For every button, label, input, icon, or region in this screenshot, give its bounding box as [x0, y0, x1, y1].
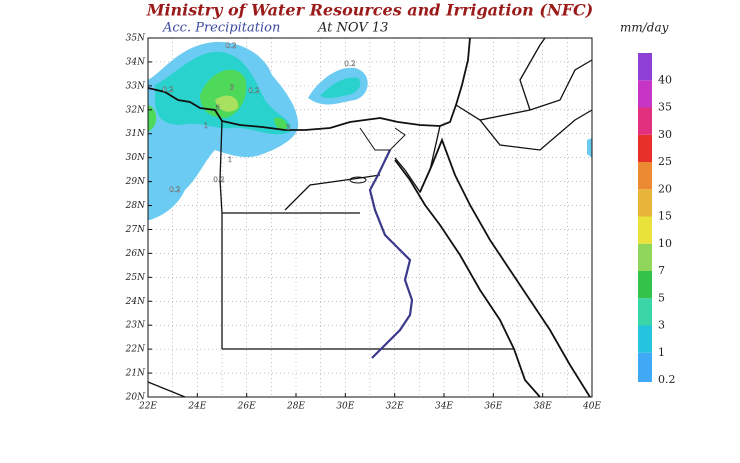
colorbar-segment [638, 189, 652, 217]
colorbar-label: 7 [658, 264, 665, 277]
colorbar-segment [638, 271, 652, 299]
rain-area [320, 77, 361, 98]
border [519, 37, 546, 111]
border [147, 381, 186, 398]
contour-label: 3 [230, 84, 234, 92]
rain-area [274, 117, 288, 131]
lon-label: 28E [286, 402, 305, 412]
contour-label: 0.2 [344, 60, 355, 68]
date: At NOV 13 [317, 21, 388, 36]
lat-label: 22N [125, 345, 146, 355]
contour-label: 0.2 [169, 186, 180, 194]
lat-label: 25N [125, 273, 146, 283]
colorbar-segment [638, 107, 652, 135]
colorbar-segment [638, 134, 652, 162]
coastline [394, 159, 541, 398]
coastline [419, 137, 591, 398]
lat-label: 20N [125, 393, 146, 403]
lon-label: 38E [534, 402, 552, 412]
lon-label: 22E [138, 402, 157, 412]
lake [349, 176, 367, 184]
lon-label: 40E [582, 402, 601, 412]
lon-label: 32E [386, 402, 404, 412]
contour-label: 0.2 [225, 42, 236, 50]
variable: Acc. Precipitation [162, 21, 280, 36]
colorbar-segment [638, 243, 652, 271]
lat-label: 32N [126, 105, 146, 115]
colorbar-segment [638, 352, 652, 380]
colorbar-label: 30 [658, 128, 672, 141]
lat-label: 30N [126, 153, 146, 163]
lon-label: 30E [336, 402, 354, 412]
rain-area [148, 105, 157, 132]
colorbar-label: 1 [658, 346, 665, 359]
lon-label: 24E [187, 402, 206, 412]
nile [368, 149, 414, 359]
colorbar-segment [638, 80, 652, 108]
colorbar-segment [638, 325, 652, 353]
lon-label: 26E [237, 402, 256, 412]
title: Ministry of Water Resources and Irrigati… [146, 1, 594, 20]
contour-label: 5 [216, 104, 220, 112]
lat-label: 28N [125, 201, 146, 211]
colorbar-label: 15 [658, 210, 672, 223]
colorbar-label: 3 [658, 319, 665, 332]
contour-label: 0.2 [213, 176, 224, 184]
lon-label: 34E [435, 402, 453, 412]
contour-label: 1 [228, 156, 232, 164]
lat-label: 24N [125, 297, 146, 307]
contour-label: 0.2 [162, 86, 173, 94]
colorbar-segment [638, 298, 652, 326]
colorbar-label: 20 [658, 182, 672, 195]
lat-label: 34N [126, 57, 146, 67]
lat-label: 26N [125, 249, 146, 259]
colorbar-label: 25 [658, 155, 672, 168]
delta [359, 127, 406, 151]
rain-area [587, 138, 592, 158]
lat-label: 27N [125, 225, 146, 235]
lat-label: 29N [125, 177, 146, 187]
contour-label: 1 [204, 122, 208, 130]
borders [147, 37, 593, 398]
colorbar-label: 35 [658, 101, 672, 114]
lat-label: 21N [125, 369, 146, 379]
colorbar-label: 10 [658, 237, 672, 250]
precipitation [148, 41, 592, 220]
contour-label: 0.2 [248, 87, 259, 95]
colorbar-label: 0.2 [658, 373, 676, 386]
border [479, 109, 593, 151]
colorbar-segment [638, 216, 652, 244]
colorbar-label: 5 [658, 291, 665, 304]
colorbar-label: 40 [658, 73, 672, 86]
lat-label: 23N [125, 321, 146, 331]
units: mm/day [620, 21, 669, 35]
map-frame [147, 37, 593, 398]
border [219, 120, 223, 349]
lon-label: 36E [484, 402, 502, 412]
border [455, 59, 593, 121]
lat-label: 31N [126, 129, 146, 139]
coastline [147, 37, 471, 131]
rain-area [215, 95, 239, 112]
colorbar-segment [638, 162, 652, 190]
contour-label: 3 [286, 124, 290, 132]
colorbar-segment [638, 53, 652, 81]
lat-label: 35N [126, 34, 146, 44]
lat-label: 33N [126, 81, 146, 91]
border [284, 174, 381, 211]
colorbar-segment [638, 380, 652, 382]
